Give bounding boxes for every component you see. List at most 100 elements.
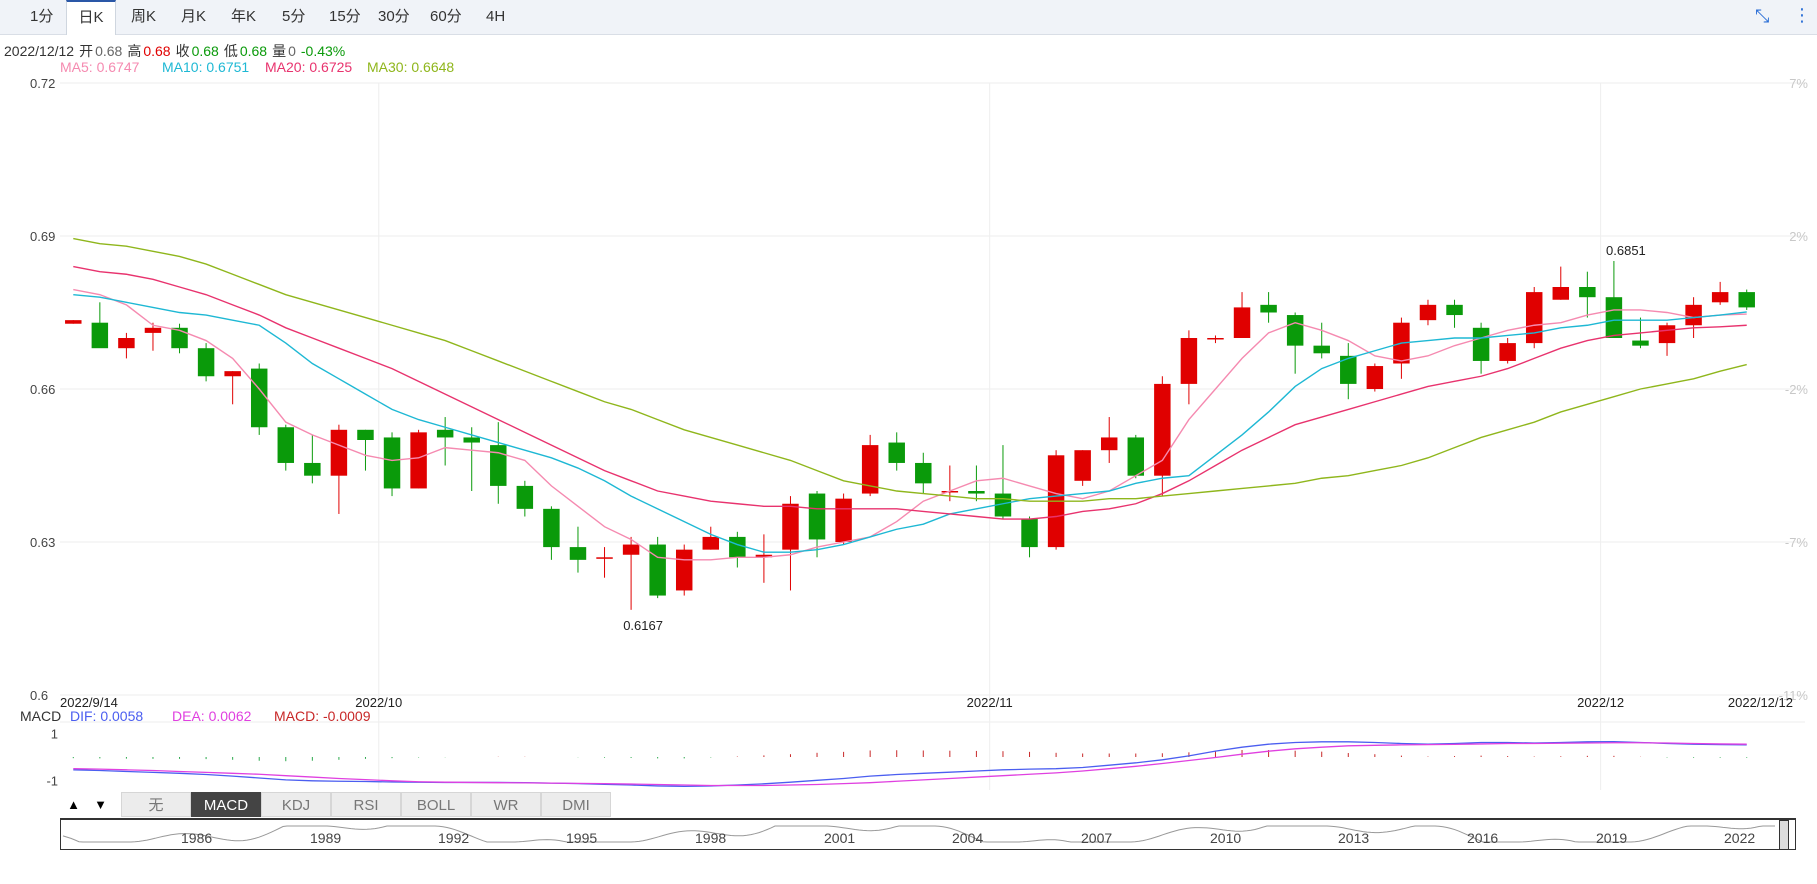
y-tick-label: 0.63 xyxy=(30,535,55,550)
tab-yearly-k[interactable]: 年K xyxy=(231,8,257,25)
candle xyxy=(1658,322,1676,356)
tab-60min[interactable]: 60分 xyxy=(430,8,462,25)
candle xyxy=(702,526,720,550)
candle xyxy=(596,547,613,578)
macd-y-tick-label: -1 xyxy=(46,773,58,788)
candle xyxy=(410,429,427,489)
y-tick-label: 0.72 xyxy=(30,76,55,91)
indicator-tab-boll[interactable]: BOLL xyxy=(401,792,471,817)
candle-body xyxy=(596,557,613,559)
range-navigator[interactable]: 1986 1989 1992 1995 1998 2001 2004 2007 … xyxy=(60,818,1796,850)
candle-body xyxy=(118,338,135,349)
candle-body xyxy=(1286,315,1304,346)
ma20-legend: MA20: 0.6725 xyxy=(265,59,353,75)
indicator-tab-kdj[interactable]: KDJ xyxy=(261,792,331,817)
candle xyxy=(1499,338,1516,364)
indicator-tab-rsi[interactable]: RSI xyxy=(331,792,401,817)
tab-1min[interactable]: 1分 xyxy=(30,8,54,25)
candle xyxy=(224,371,241,405)
candle xyxy=(1127,434,1145,479)
candle-body xyxy=(1605,297,1623,338)
candle-body xyxy=(224,371,241,377)
tab-15min[interactable]: 15分 xyxy=(329,8,361,25)
candle xyxy=(1419,299,1437,326)
tab-weekly-k[interactable]: 周K xyxy=(131,8,157,25)
candle-body xyxy=(1260,304,1277,313)
pct-tick-label: -7% xyxy=(1785,535,1809,550)
tab-daily-k[interactable]: 日K xyxy=(66,0,116,35)
indicator-tab-none[interactable]: 无 xyxy=(121,792,191,817)
dif-legend: DIF: 0.0058 xyxy=(70,708,144,724)
navigator-year: 1989 xyxy=(310,830,342,846)
candle-body xyxy=(1552,287,1570,300)
navigator-year: 1995 xyxy=(566,830,598,846)
low-value: 0.68 xyxy=(239,43,268,59)
pct-tick-label: -2% xyxy=(1785,382,1809,397)
candle xyxy=(65,320,82,324)
candle-body xyxy=(702,536,720,550)
x-tick-label: 2022/12 xyxy=(1577,695,1624,710)
candle-body xyxy=(543,508,560,548)
candle xyxy=(835,493,852,545)
candle-body xyxy=(888,442,905,463)
candle xyxy=(543,506,560,560)
tab-5min[interactable]: 5分 xyxy=(282,8,306,25)
candle-body xyxy=(1021,519,1038,548)
candle xyxy=(675,544,693,596)
ma10-legend: MA10: 0.6751 xyxy=(162,59,250,75)
collapse-icon[interactable]: ⤡ xyxy=(1755,6,1770,26)
candle-body xyxy=(782,503,799,550)
candle-body xyxy=(1711,292,1729,303)
candle-body xyxy=(1525,292,1543,344)
candle xyxy=(383,432,401,497)
candle xyxy=(91,302,109,349)
quote-info-line: 2022/12/12 开 0.68 高 0.68 收 0.68 低 0.68 量 0 -0.43% xyxy=(4,41,350,61)
candle xyxy=(118,332,135,359)
tab-30min[interactable]: 30分 xyxy=(378,8,410,25)
indicator-tab-macd[interactable]: MACD xyxy=(191,792,261,817)
tab-monthly-k[interactable]: 月K xyxy=(181,8,207,25)
candle-body xyxy=(1340,355,1357,384)
candle xyxy=(144,322,162,351)
candle xyxy=(1525,287,1543,349)
ma30-line xyxy=(73,237,1747,502)
candle-body xyxy=(197,348,215,377)
navigator-year: 2016 xyxy=(1467,830,1499,846)
candle-body xyxy=(649,544,666,596)
candle-body xyxy=(941,491,959,493)
candle-body xyxy=(383,437,401,489)
candle xyxy=(1313,322,1330,359)
y-tick-label: 0.6 xyxy=(30,688,48,703)
navigator-handle[interactable] xyxy=(1779,820,1789,850)
indicator-tab-dmi[interactable]: DMI xyxy=(541,792,611,817)
change-value: -0.43% xyxy=(300,43,346,59)
candle xyxy=(1711,281,1729,305)
candle-body xyxy=(968,491,985,494)
candle-body xyxy=(1499,343,1516,361)
indicator-tab-wr[interactable]: WR xyxy=(471,792,541,817)
candle xyxy=(171,323,188,354)
candle-body xyxy=(1100,437,1118,451)
candle xyxy=(755,534,773,583)
candle xyxy=(1074,450,1091,486)
navigator-year: 2004 xyxy=(952,830,984,846)
scroll-down-button[interactable]: ▼ xyxy=(94,797,107,812)
quote-date: 2022/12/12 xyxy=(4,43,75,59)
candle-body xyxy=(729,536,746,558)
close-value: 0.68 xyxy=(191,43,219,59)
open-value: 0.68 xyxy=(95,43,123,59)
candle-body xyxy=(1074,450,1091,481)
candle-body xyxy=(65,320,82,324)
candle-body xyxy=(490,445,507,486)
candle xyxy=(1260,292,1277,323)
candle xyxy=(569,526,587,573)
tab-4h[interactable]: 4H xyxy=(486,8,506,25)
candle-body xyxy=(1313,345,1330,354)
navigator-year: 1998 xyxy=(695,830,727,846)
candlestick-chart[interactable]: 0.72 7% 0.69 2% 0.66 -2% 0.63 -7% 0.6 -11% 2022/9/… xyxy=(0,0,1817,790)
candle xyxy=(729,531,746,568)
scroll-up-button[interactable]: ▲ xyxy=(67,797,80,812)
candle-body xyxy=(144,327,162,333)
x-tick-label: 2022/9/14 xyxy=(60,695,118,710)
navigator-year: 2019 xyxy=(1596,830,1628,846)
